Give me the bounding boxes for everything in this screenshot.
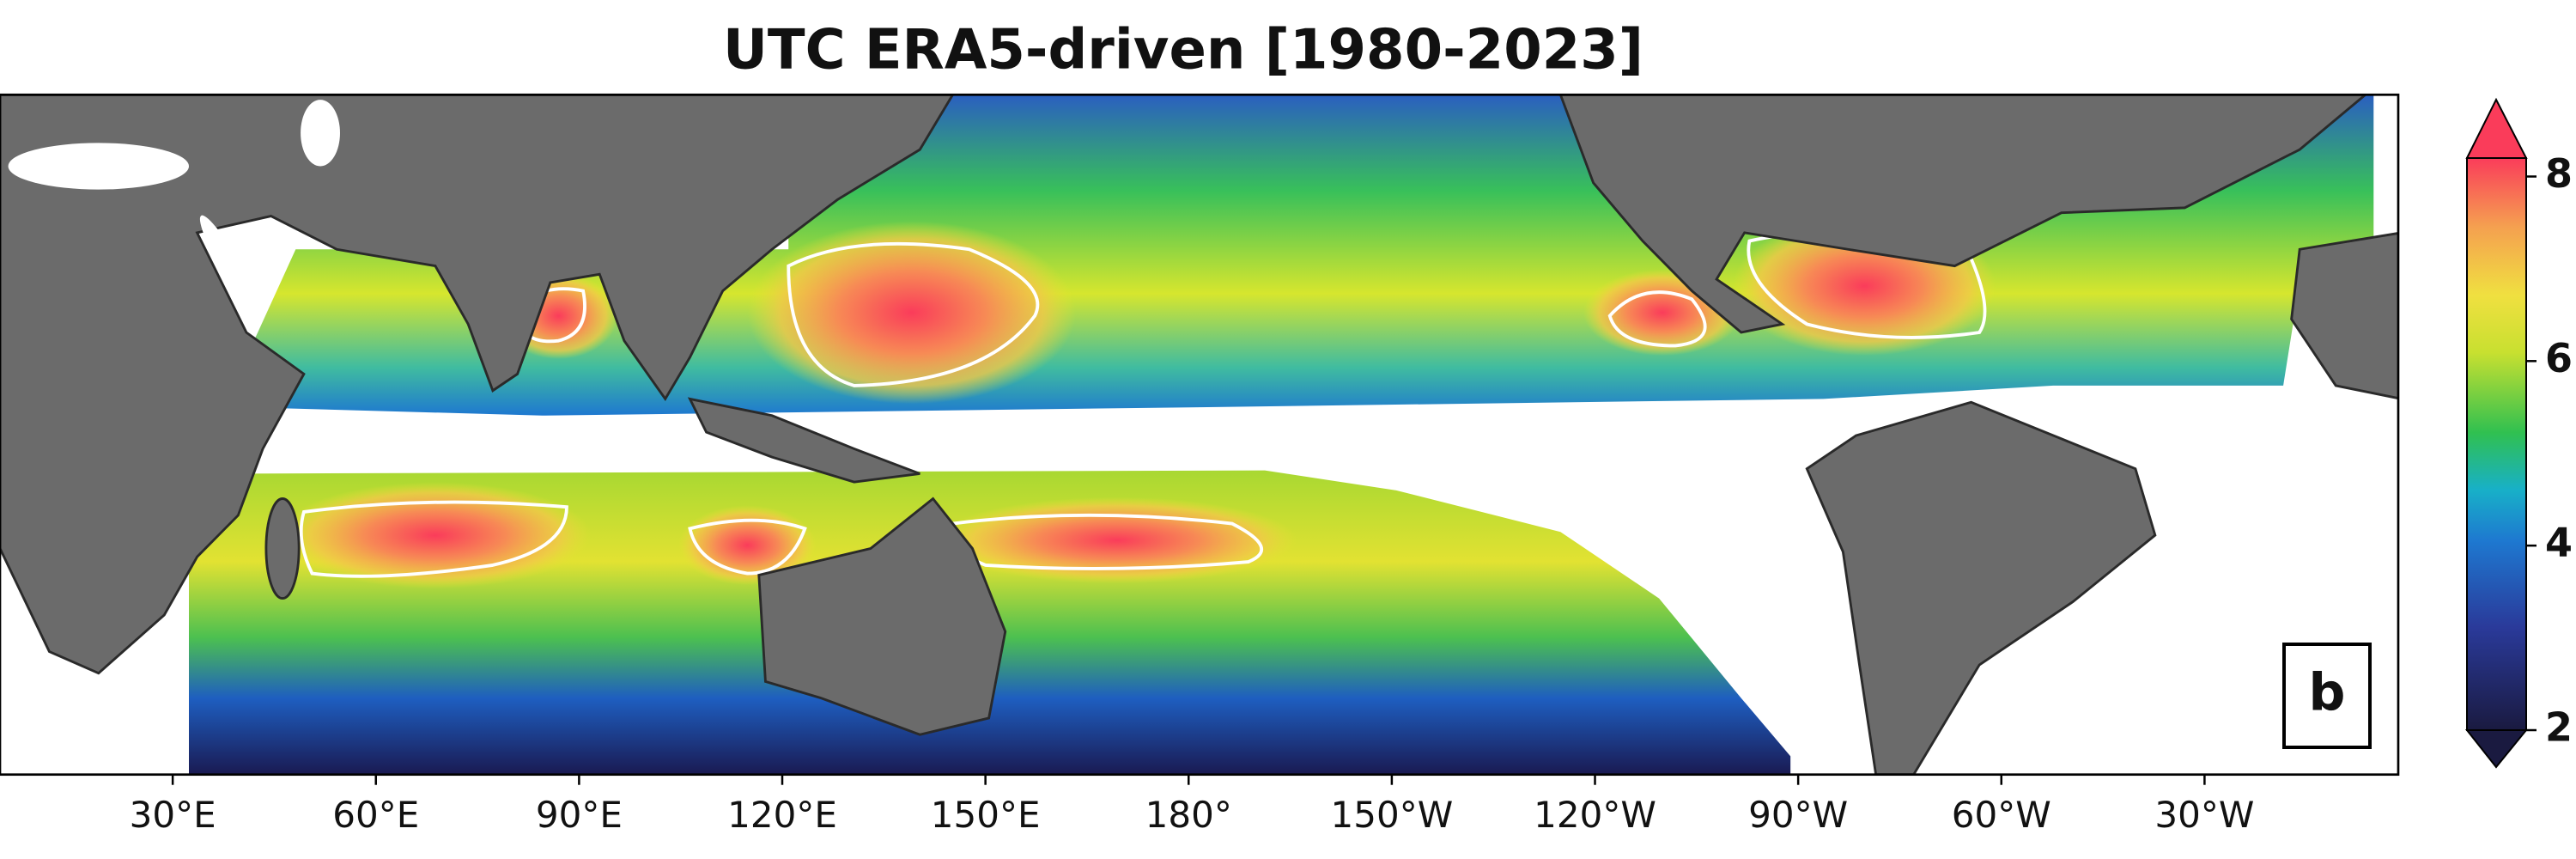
land <box>0 94 2398 775</box>
map-frame <box>0 93 2400 777</box>
colorbar-tick-label: 6 <box>2545 335 2573 381</box>
colorbar-body <box>2466 157 2527 731</box>
title: UTC ERA5-driven [1980-2023] <box>723 19 1643 82</box>
x-tick-label: 90°E <box>536 794 623 836</box>
panel-label: b <box>2309 663 2346 723</box>
x-tick-label: 150°E <box>931 794 1041 836</box>
x-tick-label: 150°W <box>1331 794 1454 836</box>
x-tick-label: 30°E <box>130 794 216 836</box>
colorbar-tick-label: 8 <box>2545 150 2573 197</box>
colorbar-extend-min <box>2464 729 2529 769</box>
colorbar-tick-label: 4 <box>2545 520 2573 566</box>
panel-label-box <box>2282 643 2372 749</box>
colorbar: 2 4 6 8 <box>2464 97 2573 769</box>
inland-water <box>8 100 340 317</box>
x-tick-label: 180° <box>1145 794 1232 836</box>
x-tick-label: 60°W <box>1952 794 2051 836</box>
contours <box>299 232 1987 578</box>
map <box>0 93 2400 777</box>
colorbar-tick-label: 2 <box>2545 704 2573 751</box>
colorbar-extend-max <box>2465 97 2528 159</box>
x-tick-label: 30°W <box>2154 794 2254 836</box>
x-tick-label: 90°W <box>1748 794 1848 836</box>
x-tick-label: 60°E <box>332 794 419 836</box>
x-tick-label: 120°W <box>1534 794 1656 836</box>
x-tick-label: 120°E <box>727 794 837 836</box>
